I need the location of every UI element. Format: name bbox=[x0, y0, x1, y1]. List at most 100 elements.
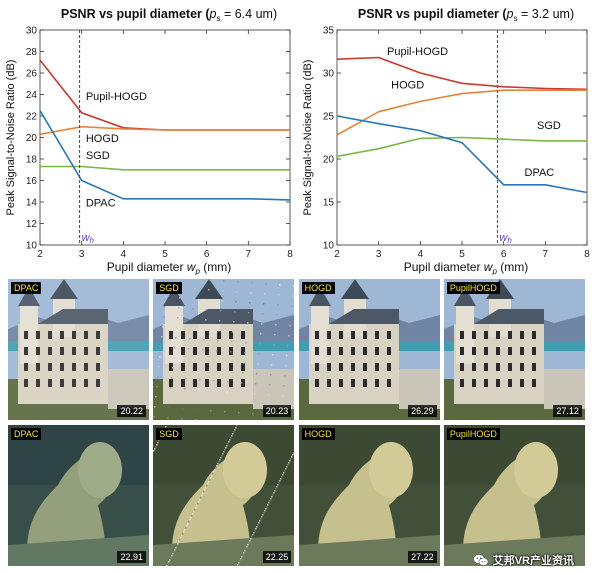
noise-dot bbox=[220, 310, 222, 312]
noise-dot bbox=[269, 500, 271, 502]
noise-dot bbox=[190, 328, 192, 330]
noise-dot bbox=[244, 550, 246, 552]
x-tick-label: 3 bbox=[79, 249, 85, 260]
noise-dot bbox=[287, 464, 289, 466]
window bbox=[314, 379, 319, 387]
noise-dot bbox=[271, 496, 273, 498]
y-tick-label: 25 bbox=[323, 112, 335, 123]
noise-dot bbox=[260, 333, 262, 335]
noise-dot bbox=[251, 282, 253, 284]
noise-dot bbox=[289, 460, 291, 462]
window bbox=[24, 379, 28, 387]
window bbox=[338, 347, 343, 355]
noise-dot bbox=[160, 346, 162, 348]
noise-dot bbox=[243, 362, 245, 364]
noise-dot bbox=[252, 534, 254, 536]
window bbox=[36, 363, 40, 371]
noise-dot bbox=[206, 309, 208, 311]
noise-dot bbox=[258, 353, 260, 355]
noise-dot bbox=[210, 477, 212, 479]
noise-dot bbox=[186, 525, 188, 527]
noise-dot bbox=[226, 445, 228, 447]
y-tick-label: 30 bbox=[26, 26, 38, 37]
noise-dot bbox=[223, 280, 225, 282]
window bbox=[229, 379, 234, 387]
window bbox=[350, 347, 355, 355]
result-tile-dpac: DPAC 20.22 bbox=[8, 279, 149, 420]
tile-image bbox=[8, 425, 149, 566]
noise-dot bbox=[237, 564, 239, 566]
chart-svg: PSNR vs pupil diameter (ps = 3.2 um) 2 3 4 5… bbox=[302, 7, 590, 276]
noise-dot bbox=[272, 494, 274, 496]
tile-image bbox=[8, 279, 149, 420]
noise-dot bbox=[181, 418, 183, 420]
noise-dot bbox=[174, 549, 176, 551]
building-right bbox=[253, 369, 295, 409]
noise-dot bbox=[215, 467, 217, 469]
window bbox=[459, 331, 464, 339]
noise-dot bbox=[200, 497, 202, 499]
noise-dot bbox=[292, 295, 294, 297]
noise-dot bbox=[205, 487, 207, 489]
window bbox=[507, 347, 512, 355]
window bbox=[36, 347, 40, 355]
window bbox=[459, 347, 464, 355]
noise-dot bbox=[245, 548, 247, 550]
noise-dot bbox=[267, 504, 269, 506]
window bbox=[205, 331, 210, 339]
noise-dot bbox=[229, 439, 231, 441]
noise-dot bbox=[170, 387, 172, 389]
noise-dot bbox=[153, 416, 155, 418]
series-line-hogd bbox=[39, 125, 290, 136]
noise-dot bbox=[189, 519, 191, 521]
noise-dot bbox=[187, 523, 189, 525]
roof-mid bbox=[50, 279, 78, 299]
window bbox=[60, 347, 64, 355]
noise-dot bbox=[177, 543, 179, 545]
noise-dot bbox=[232, 433, 234, 435]
noise-dot bbox=[172, 553, 174, 555]
method-tag: HOGD bbox=[301, 428, 335, 440]
window bbox=[350, 331, 355, 339]
window bbox=[386, 347, 391, 355]
window bbox=[471, 379, 476, 387]
window bbox=[84, 379, 88, 387]
tower-left bbox=[310, 304, 329, 364]
window bbox=[72, 379, 76, 387]
noise-dot bbox=[265, 508, 267, 510]
window bbox=[362, 363, 367, 371]
x-axis-label: Pupil diameter wp (mm) bbox=[107, 260, 232, 275]
noise-dot bbox=[249, 540, 251, 542]
noise-dot bbox=[248, 312, 250, 314]
series-line-dpac bbox=[336, 115, 588, 194]
noise-dot bbox=[252, 413, 254, 415]
noise-dot bbox=[236, 291, 238, 293]
series-label-sgd: SGD bbox=[86, 150, 110, 162]
noise-dot bbox=[182, 408, 184, 410]
window bbox=[507, 363, 512, 371]
window bbox=[483, 379, 488, 387]
noise-dot bbox=[189, 338, 191, 340]
noise-dot bbox=[225, 447, 227, 449]
window bbox=[350, 379, 355, 387]
noise-dot bbox=[268, 394, 270, 396]
noise-dot bbox=[257, 524, 259, 526]
y-tick-label: 30 bbox=[323, 69, 335, 80]
x-tick-label: 6 bbox=[204, 249, 210, 260]
noise-dot bbox=[163, 316, 165, 318]
y-tick-label: 24 bbox=[26, 90, 38, 101]
noise-dot bbox=[164, 306, 166, 308]
window bbox=[48, 379, 52, 387]
figure-arm bbox=[78, 442, 122, 498]
window bbox=[181, 331, 186, 339]
noise-dot bbox=[199, 499, 201, 501]
window bbox=[471, 363, 476, 371]
noise-dot bbox=[230, 437, 232, 439]
window bbox=[241, 347, 246, 355]
noise-dot bbox=[240, 392, 242, 394]
roof-left bbox=[308, 287, 331, 306]
noise-dot bbox=[166, 565, 168, 566]
noise-dot bbox=[210, 410, 212, 412]
noise-dot bbox=[263, 303, 265, 305]
comparison-image-grid: DPAC 20.22 SGD 20.23 HOGD 26.29 PupilHOGD 27.12… bbox=[8, 279, 586, 571]
